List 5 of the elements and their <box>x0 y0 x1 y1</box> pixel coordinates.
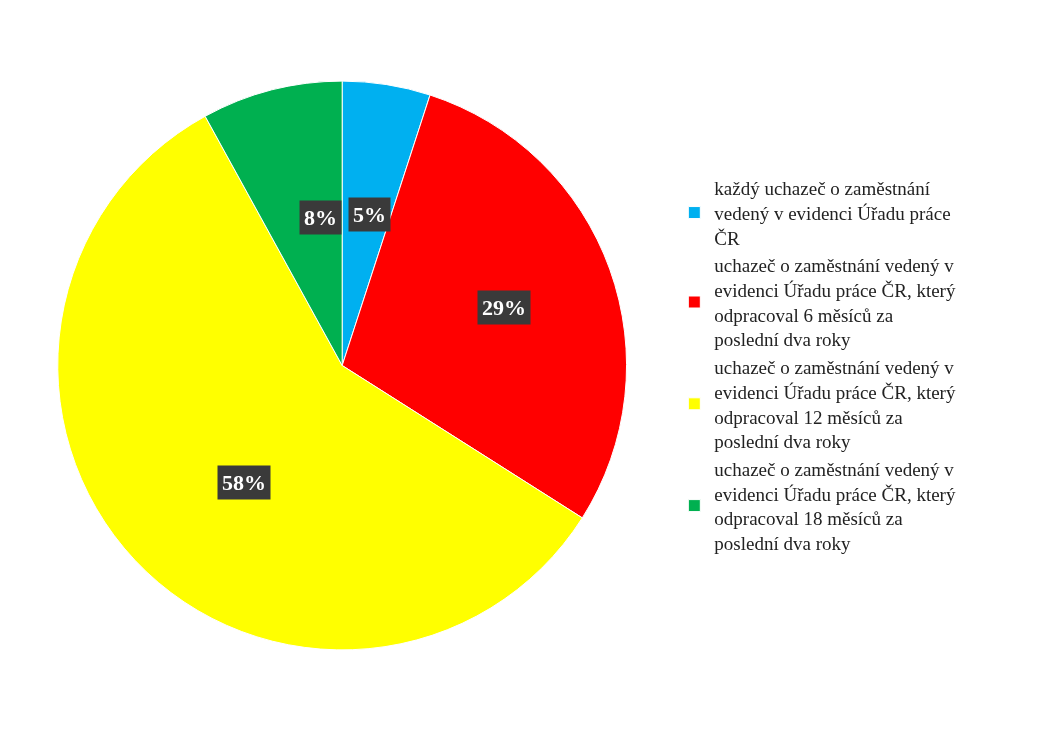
legend-label: uchazeč o zaměstnání vedený v evidenci Úřadu práce ČR, který odpracoval 18 měsíců za poslední dva roky <box>714 458 956 555</box>
data-label: 29% <box>482 295 526 320</box>
data-label: 58% <box>222 470 266 495</box>
data-label: 8% <box>304 205 337 230</box>
data-label: 5% <box>353 202 386 227</box>
